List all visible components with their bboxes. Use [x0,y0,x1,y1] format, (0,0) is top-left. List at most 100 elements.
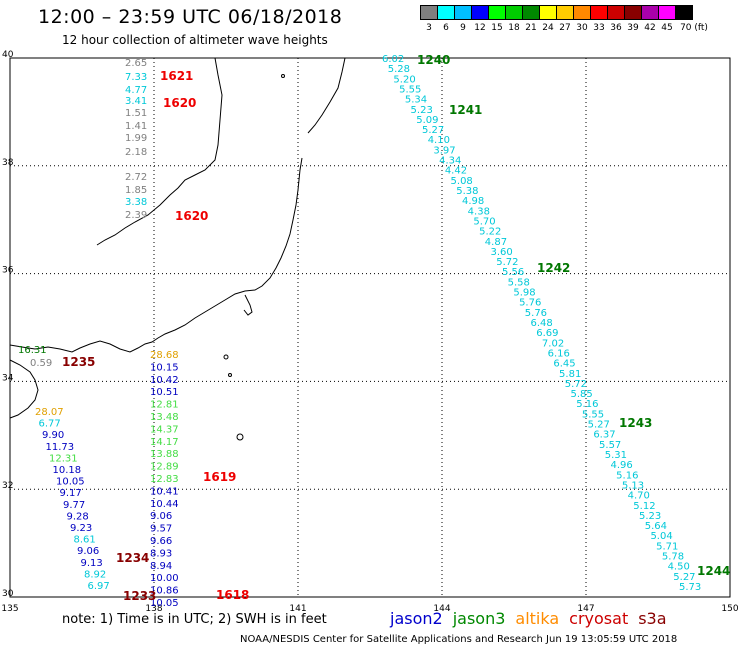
lon-tick-label: 144 [433,604,450,614]
izu-island [228,373,232,377]
wave-height-label: 9.23 [70,523,92,534]
lon-tick-label: 147 [577,604,594,614]
wave-height-label: 5.04 [650,531,672,542]
lat-lon-grid: 135 138 141 144 147 150 40 38 36 34 32 30 [1,50,738,614]
units-note: note: 1) Time is in UTC; 2) SWH is in fe… [62,612,327,627]
wave-height-label: 5.23 [411,105,433,116]
wave-height-label: 6.48 [531,318,553,329]
pass-time-label: 1620 [175,209,208,223]
scale-tick-label: 9 [460,23,466,33]
wave-height-label: 6.69 [536,328,558,339]
wave-height-label: 5.31 [605,450,627,461]
mission-jason2: jason2 [390,609,443,628]
wave-height-label: 5.08 [451,176,473,187]
lat-tick-label: 30 [2,589,14,599]
wave-height-label: 16.31 [18,345,47,356]
wave-height-label: 7.02 [542,338,564,349]
wave-height-label: 9.06 [150,511,172,522]
wave-height-label: 5.22 [479,227,501,238]
wave-height-label: 3.38 [125,197,147,208]
wave-height-label: 2.39 [125,210,147,221]
wave-height-label: 4.42 [445,166,467,177]
wave-height-label: 9.77 [63,500,85,511]
wave-height-label: 9.66 [150,536,172,547]
wave-height-label: 5.73 [679,582,701,593]
pass-time-label: 1243 [619,416,652,430]
wave-height-label: 5.64 [645,521,667,532]
scale-tick-label: 30 [576,23,588,33]
pass-time-label: 1618 [216,588,249,602]
lat-tick-label: 40 [2,50,14,60]
wave-height-label: 13.88 [150,449,179,460]
lat-tick-label: 32 [2,481,13,491]
wave-height-label: 8.94 [150,561,172,572]
wave-height-label: 14.17 [150,437,179,448]
wave-height-label: 28.68 [150,350,179,361]
wave-height-label: 3.97 [433,145,455,156]
pass-time-label: 1242 [537,261,570,275]
wave-height-label: 6.16 [548,348,570,359]
pass-time-label: 1233 [123,589,156,603]
mission-jason3: jason3 [452,609,506,628]
lat-tick-label: 34 [2,373,14,383]
wave-height-label: 0.59 [30,358,52,369]
lon-tick-label: 138 [145,604,162,614]
izu-island [223,354,229,360]
wave-height-label: 5.85 [570,389,592,400]
wave-height-label: 5.56 [502,267,524,278]
wave-height-label: 5.81 [559,369,581,380]
wave-height-label: 2.65 [125,58,147,69]
wave-height-label: 5.55 [582,409,604,420]
wave-height-label: 10.05 [56,477,85,488]
scale-tick-label: 15 [491,23,503,33]
wave-height-label: 6.77 [39,419,61,430]
honshu-south-coastline [9,359,39,419]
wave-height-label: 5.09 [416,115,438,126]
wave-height-label: 6.45 [553,359,575,370]
wave-height-label: 14.37 [150,424,179,435]
wave-height-label: 4.87 [485,237,507,248]
wave-height-label: 6.37 [593,430,615,441]
wave-height-label: 5.13 [622,480,644,491]
credits: NOAA/NESDIS Center for Satellite Applica… [240,634,678,645]
mission-cryosat: cryosat [569,609,629,628]
wave-height-label: 5.55 [399,84,421,95]
wave-height-label: 7.33 [125,72,147,83]
scale-tick-label: 33 [593,23,605,33]
scale-tick-label: 36 [610,23,622,33]
wave-height-label: 6.97 [88,581,110,592]
izu-island [236,433,244,441]
wave-height-label: 5.71 [656,541,678,552]
wave-height-label: 9.17 [60,488,82,499]
wave-height-label: 2.18 [125,147,147,158]
wave-height-label: 8.93 [150,548,172,559]
pass-time-label: 1241 [449,103,482,117]
wave-height-label: 4.96 [610,460,632,471]
wave-height-label: 5.70 [473,216,495,227]
wave-height-label: 8.92 [84,569,106,580]
scale-tick-label: 42 [644,23,656,33]
pass-time-label: 1244 [697,564,730,578]
wave-height-label: 12.89 [150,462,179,473]
wave-height-label: 1.99 [125,133,147,144]
wave-height-label: 12.83 [150,474,179,485]
scale-swatch [675,5,693,20]
lat-tick-label: 38 [2,158,14,168]
wave-height-label: 5.27 [422,125,444,136]
wave-height-label: 5.76 [525,308,547,319]
pass-time-label: 1619 [203,470,236,484]
wave-height-label: 9.90 [42,430,64,441]
wave-height-label: 5.57 [599,440,621,451]
wave-height-label: 5.76 [519,298,541,309]
lon-tick-label: 141 [289,604,306,614]
map-subtitle: 12 hour collection of altimeter wave hei… [62,33,328,47]
wave-height-label: 3.41 [125,96,147,107]
wave-height-label: 11.73 [46,442,75,453]
wave-height-label: 9.06 [77,546,99,557]
wave-height-label: 9.13 [81,558,103,569]
wave-height-label: 1.85 [125,185,147,196]
wave-height-label: 4.38 [468,206,490,217]
wave-height-label: 5.34 [405,95,427,106]
pass-time-label: 1240 [417,53,450,67]
lon-tick-label: 150 [721,604,738,614]
